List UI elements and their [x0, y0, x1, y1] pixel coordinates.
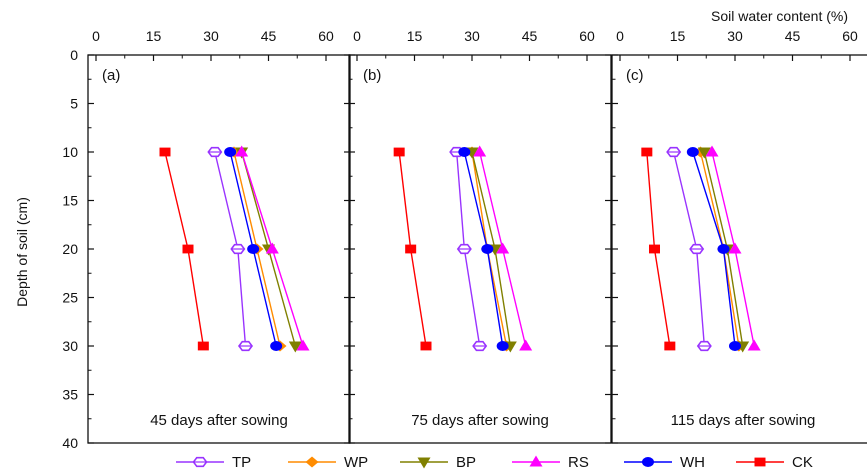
- data-point: [247, 244, 259, 254]
- y-tick-label: 0: [70, 47, 78, 63]
- x-tick-label: 45: [522, 28, 538, 44]
- y-tick-label: 40: [62, 435, 78, 451]
- legend-item-bp: BP: [400, 454, 476, 471]
- y-tick-label: 15: [62, 193, 78, 209]
- series-ck: [160, 148, 209, 351]
- panel-frames: [88, 55, 867, 443]
- legend-label: BP: [456, 454, 476, 471]
- y-tick-label: 20: [62, 241, 78, 257]
- panel-note: 115 days after sowing: [671, 412, 816, 429]
- legend-marker: [418, 458, 431, 469]
- data-point: [748, 340, 761, 351]
- legend-label: TP: [232, 454, 251, 471]
- x-tick-label: 60: [842, 28, 858, 44]
- y-axis-title: Depth of soil (cm): [14, 197, 30, 307]
- x-tick-label: 60: [579, 28, 595, 44]
- panel-label: (a): [102, 67, 120, 84]
- series-tp: [667, 148, 711, 351]
- panel-frame: [349, 55, 611, 443]
- axes: 0 15 30 45 60 (a) 45 days after sowing 0 15 30 45 6…: [62, 28, 867, 451]
- data-point: [497, 341, 509, 351]
- series-tp: [450, 148, 486, 351]
- panel-note: 45 days after sowing: [150, 412, 288, 429]
- data-point: [649, 245, 660, 254]
- series-tp: [208, 148, 252, 351]
- data-point: [687, 147, 699, 157]
- data-point: [519, 340, 532, 351]
- series-ck: [394, 148, 432, 351]
- data-point: [729, 341, 741, 351]
- legend: TP WP BP RS WH CK: [176, 454, 813, 471]
- legend-marker: [755, 458, 766, 467]
- x-tick-label: 0: [92, 28, 100, 44]
- legend-label: WH: [680, 454, 705, 471]
- x-axis-title: Soil water content (%): [711, 8, 848, 24]
- series-rs: [706, 146, 761, 351]
- y-tick-label: 10: [62, 144, 78, 160]
- legend-item-tp: TP: [176, 454, 251, 471]
- x-tick-label: 15: [146, 28, 162, 44]
- series-rs: [235, 146, 309, 351]
- data-point: [664, 342, 675, 351]
- x-tick-label: 0: [616, 28, 624, 44]
- panel-note: 75 days after sowing: [411, 412, 549, 429]
- data-point: [458, 147, 470, 157]
- x-tick-label: 15: [670, 28, 686, 44]
- legend-marker: [306, 457, 319, 468]
- legend-marker: [642, 457, 654, 467]
- data-point: [405, 245, 416, 254]
- data-point: [718, 244, 730, 254]
- x-tick-label: 15: [407, 28, 423, 44]
- data-point: [224, 147, 236, 157]
- legend-label: RS: [568, 454, 589, 471]
- data-point: [183, 245, 194, 254]
- x-tick-label: 45: [261, 28, 277, 44]
- data-point: [394, 148, 405, 157]
- data-series: [160, 146, 761, 353]
- panel-label: (b): [363, 67, 381, 84]
- panel-label: (c): [626, 67, 644, 84]
- data-point: [270, 341, 282, 351]
- legend-item-wp: WP: [288, 454, 368, 471]
- y-tick-label: 35: [62, 387, 78, 403]
- data-point: [160, 148, 171, 157]
- data-point: [421, 342, 432, 351]
- legend-item-rs: RS: [512, 454, 589, 471]
- legend-item-wh: WH: [624, 454, 705, 471]
- data-point: [641, 148, 652, 157]
- x-tick-label: 60: [318, 28, 334, 44]
- x-tick-label: 45: [785, 28, 801, 44]
- x-tick-label: 30: [203, 28, 219, 44]
- legend-label: CK: [792, 454, 813, 471]
- legend-marker: [530, 456, 543, 467]
- data-point: [481, 244, 493, 254]
- data-point: [198, 342, 209, 351]
- x-tick-label: 30: [464, 28, 480, 44]
- y-tick-label: 30: [62, 338, 78, 354]
- legend-item-ck: CK: [736, 454, 813, 471]
- legend-label: WP: [344, 454, 368, 471]
- x-tick-label: 0: [353, 28, 361, 44]
- panel-frame: [88, 55, 350, 443]
- y-tick-label: 5: [70, 96, 78, 112]
- series-ck: [641, 148, 675, 351]
- y-tick-label: 25: [62, 290, 78, 306]
- x-tick-label: 30: [727, 28, 743, 44]
